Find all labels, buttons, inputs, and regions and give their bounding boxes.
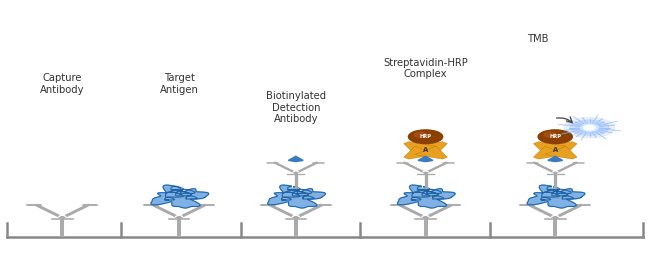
Text: Capture
Antibody: Capture Antibody <box>40 73 84 95</box>
Polygon shape <box>151 185 209 208</box>
Polygon shape <box>397 185 455 208</box>
Circle shape <box>576 122 603 133</box>
Text: HRP: HRP <box>419 134 432 139</box>
Circle shape <box>584 125 595 130</box>
Text: Target
Antigen: Target Antigen <box>160 73 198 95</box>
Circle shape <box>538 130 573 144</box>
Text: A: A <box>552 147 558 153</box>
Text: A: A <box>423 147 428 153</box>
Circle shape <box>415 132 426 137</box>
Polygon shape <box>415 146 447 159</box>
Circle shape <box>570 120 609 135</box>
Text: HRP: HRP <box>549 134 561 139</box>
Polygon shape <box>418 156 433 162</box>
Text: TMB: TMB <box>527 34 549 44</box>
Polygon shape <box>404 142 436 155</box>
Polygon shape <box>545 142 577 155</box>
Circle shape <box>544 132 556 137</box>
Polygon shape <box>534 146 566 159</box>
Polygon shape <box>404 146 436 159</box>
Polygon shape <box>545 146 577 159</box>
Circle shape <box>564 118 615 138</box>
Text: Streptavidin-HRP
Complex: Streptavidin-HRP Complex <box>383 57 468 79</box>
Circle shape <box>408 130 443 144</box>
Polygon shape <box>548 156 563 162</box>
Text: Biotinylated
Detection
Antibody: Biotinylated Detection Antibody <box>266 91 326 124</box>
Polygon shape <box>527 185 585 208</box>
Polygon shape <box>268 185 326 208</box>
Polygon shape <box>534 142 566 155</box>
Polygon shape <box>415 142 447 155</box>
Circle shape <box>584 125 595 130</box>
Text: TMB: TMB <box>0 259 1 260</box>
Circle shape <box>580 124 599 131</box>
Polygon shape <box>289 156 304 162</box>
